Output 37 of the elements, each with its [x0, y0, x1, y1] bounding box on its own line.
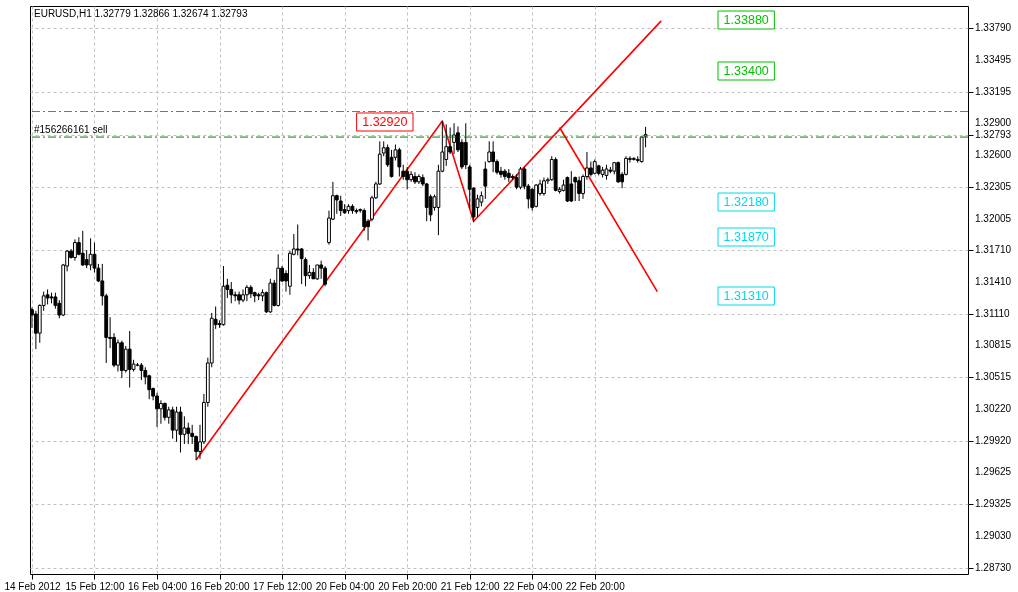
y-tick-label: 1.32005 [975, 212, 1012, 224]
x-tick-label: 22 Feb 04:00 [503, 580, 563, 592]
annotation: 1.31870 [723, 230, 769, 244]
x-tick-label: 20 Feb 20:00 [378, 580, 438, 592]
x-tick-label: 16 Feb 20:00 [190, 580, 250, 592]
y-tick-label: 1.30515 [975, 371, 1012, 383]
y-tick-label: 1.32900 [975, 117, 1012, 129]
y-tick-label: 1.32600 [975, 149, 1012, 161]
x-tick-label: 14 Feb 2012 [4, 580, 61, 592]
y-tick-label: 1.29325 [975, 498, 1012, 510]
annotation: 1.33400 [723, 64, 769, 78]
x-tick-label: 17 Feb 12:00 [253, 580, 313, 592]
y-tick-label: 1.29030 [975, 529, 1012, 541]
x-tick-label: 15 Feb 12:00 [65, 580, 125, 592]
y-tick-label: 1.31710 [975, 244, 1012, 256]
y-tick-label: 1.31410 [975, 276, 1012, 288]
annotation: 1.31310 [723, 289, 769, 303]
y-tick-label: 1.32305 [975, 180, 1012, 192]
x-tick-label: 20 Feb 04:00 [315, 580, 376, 592]
y-tick-label: 1.29920 [975, 434, 1012, 446]
x-tick-label: 21 Feb 12:00 [440, 580, 501, 592]
y-tick-label: 1.33195 [975, 85, 1012, 97]
y-tick-label: 1.32793 [975, 128, 1012, 140]
annotation: 1.32920 [362, 115, 408, 129]
chart-title: EURUSD,H1 1.32779 1.32866 1.32674 1.32793 [34, 8, 248, 19]
annotation: 1.33880 [723, 13, 769, 27]
y-tick-label: 1.28730 [975, 561, 1012, 573]
x-tick-label: 16 Feb 04:00 [128, 580, 188, 592]
y-tick-label: 1.29625 [975, 466, 1012, 478]
x-tick-label: 22 Feb 20:00 [565, 580, 626, 592]
ref-line-label: #156266161 sell [34, 124, 108, 136]
y-tick-label: 1.33495 [975, 53, 1012, 65]
y-tick-label: 1.30815 [975, 339, 1012, 351]
y-tick-label: 1.33790 [975, 22, 1012, 34]
y-tick-label: 1.30220 [975, 402, 1012, 414]
annotation: 1.32180 [723, 195, 769, 209]
y-tick-label: 1.31110 [975, 307, 1011, 319]
